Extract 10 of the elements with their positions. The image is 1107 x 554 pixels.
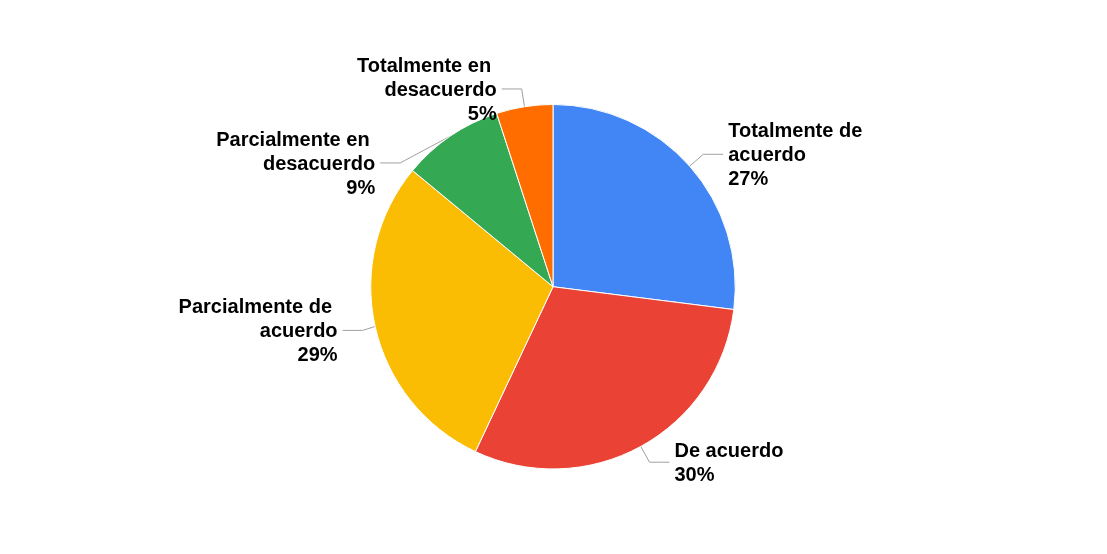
slice-label: De acuerdo — [674, 439, 784, 462]
slice-label: Parcialmente en desacuerdo — [216, 127, 376, 174]
data-label: 29% — [297, 343, 338, 366]
data-label: 27% — [728, 167, 769, 190]
data-label: 5% — [467, 101, 497, 124]
data-label: 9% — [346, 175, 376, 198]
slice-label: Parcialmente de acuerdo — [178, 295, 338, 342]
data-label: 30% — [674, 463, 715, 486]
slice-label: Totalmente en desacuerdo — [357, 53, 497, 100]
slice-label: Totalmente de acuerdo — [728, 119, 868, 166]
